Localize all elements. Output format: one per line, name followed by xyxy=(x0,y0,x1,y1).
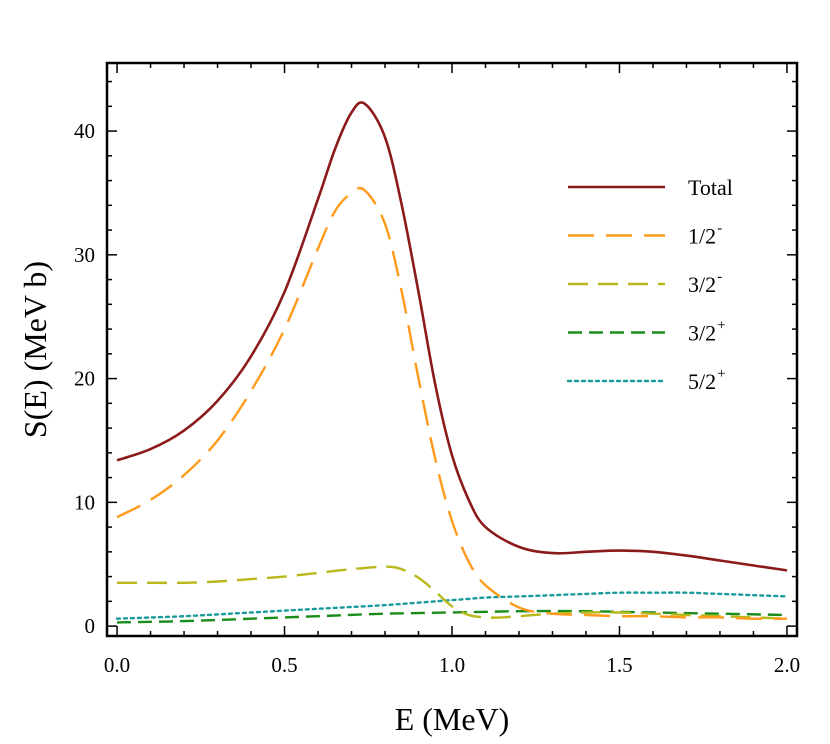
legend-label-main: 3/2 xyxy=(688,272,716,297)
axis-ticks xyxy=(107,63,797,636)
legend-label: Total xyxy=(688,175,733,200)
series-line-1-2minus xyxy=(116,186,788,620)
y-tick-label: 10 xyxy=(74,490,95,514)
legend-item: 1/2- xyxy=(568,221,722,249)
legend-label-main: 5/2 xyxy=(688,369,716,394)
legend-item: 3/2+ xyxy=(568,318,726,346)
series-line-3-2plus xyxy=(116,609,788,624)
y-axis-label: S(E) (MeV b) xyxy=(17,261,53,438)
legend-label-superscript: + xyxy=(717,366,725,382)
legend-label-main: Total xyxy=(688,175,733,200)
y-tick-label: 40 xyxy=(74,119,95,143)
series-line-3-2minus xyxy=(117,565,788,620)
x-tick-label: 0.5 xyxy=(271,653,297,677)
y-tick-label: 30 xyxy=(74,243,95,267)
plot-frame xyxy=(105,61,799,638)
x-axis-label: E (MeV) xyxy=(395,701,510,737)
legend-label-superscript: - xyxy=(717,221,722,237)
legend-label: 5/2+ xyxy=(688,366,726,394)
series-lines xyxy=(115,101,789,624)
x-tick-label: 1.5 xyxy=(606,653,632,677)
legend-label: 1/2- xyxy=(688,221,722,249)
x-tick-label: 2.0 xyxy=(774,653,800,677)
legend-item: 3/2- xyxy=(568,269,722,297)
legend-label-superscript: + xyxy=(717,318,725,334)
legend-item: Total xyxy=(568,175,733,200)
legend-label: 3/2+ xyxy=(688,318,726,346)
series-line-total xyxy=(116,101,788,572)
series-line-5-2plus xyxy=(115,591,789,620)
legend-item: 5/2+ xyxy=(566,366,726,394)
legend-label: 3/2- xyxy=(688,269,722,297)
tick-labels: 0.0 0.5 1.0 1.5 2.0 0 10 20 30 40 xyxy=(74,119,800,677)
x-tick-label: 0.0 xyxy=(104,653,130,677)
legend-label-main: 3/2 xyxy=(688,321,716,346)
legend-label-superscript: - xyxy=(717,269,722,285)
y-tick-label: 0 xyxy=(85,614,96,638)
legend-label-main: 1/2 xyxy=(688,224,716,249)
y-tick-label: 20 xyxy=(74,367,95,391)
x-tick-label: 1.0 xyxy=(439,653,465,677)
